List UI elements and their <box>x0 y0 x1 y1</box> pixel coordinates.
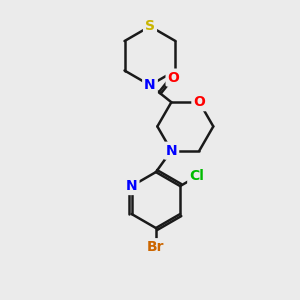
Text: Br: Br <box>147 240 165 254</box>
Text: S: S <box>145 19 155 33</box>
Text: N: N <box>144 78 156 92</box>
Text: N: N <box>166 144 177 158</box>
Text: N: N <box>126 179 137 193</box>
Text: O: O <box>194 95 205 109</box>
Text: O: O <box>168 70 179 85</box>
Text: Cl: Cl <box>189 169 204 184</box>
